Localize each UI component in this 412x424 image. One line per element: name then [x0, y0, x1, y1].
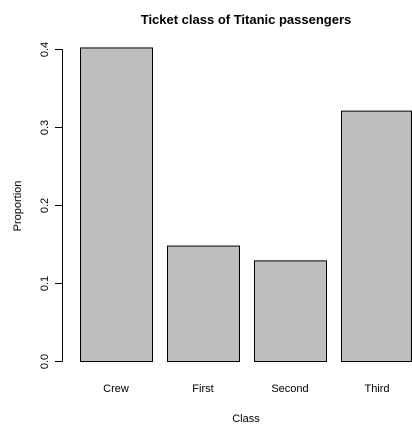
y-axis: 0.0 0.1 0.2 0.3 0.4	[39, 42, 63, 369]
bar-second	[254, 260, 327, 363]
x-tick-label-second: Second	[271, 383, 308, 395]
bars-group	[80, 47, 412, 363]
chart-title: Ticket class of Titanic passengers	[141, 12, 352, 27]
y-tick-label: 0.0	[39, 354, 51, 369]
x-tick-label-crew: Crew	[103, 383, 129, 395]
y-tick-label: 0.1	[39, 276, 51, 291]
y-tick-label: 0.4	[39, 42, 51, 57]
x-axis-label: Class	[232, 413, 260, 424]
y-tick-label: 0.3	[39, 120, 51, 135]
x-axis-tick-labels: Crew First Second Third	[103, 383, 389, 395]
bar-third	[341, 110, 412, 363]
y-axis-label: Proportion	[12, 181, 24, 232]
y-tick-label: 0.2	[39, 198, 51, 213]
x-tick-label-third: Third	[364, 383, 389, 395]
x-tick-label-first: First	[192, 383, 213, 395]
bar-crew	[80, 47, 153, 362]
bar-first	[167, 245, 240, 362]
